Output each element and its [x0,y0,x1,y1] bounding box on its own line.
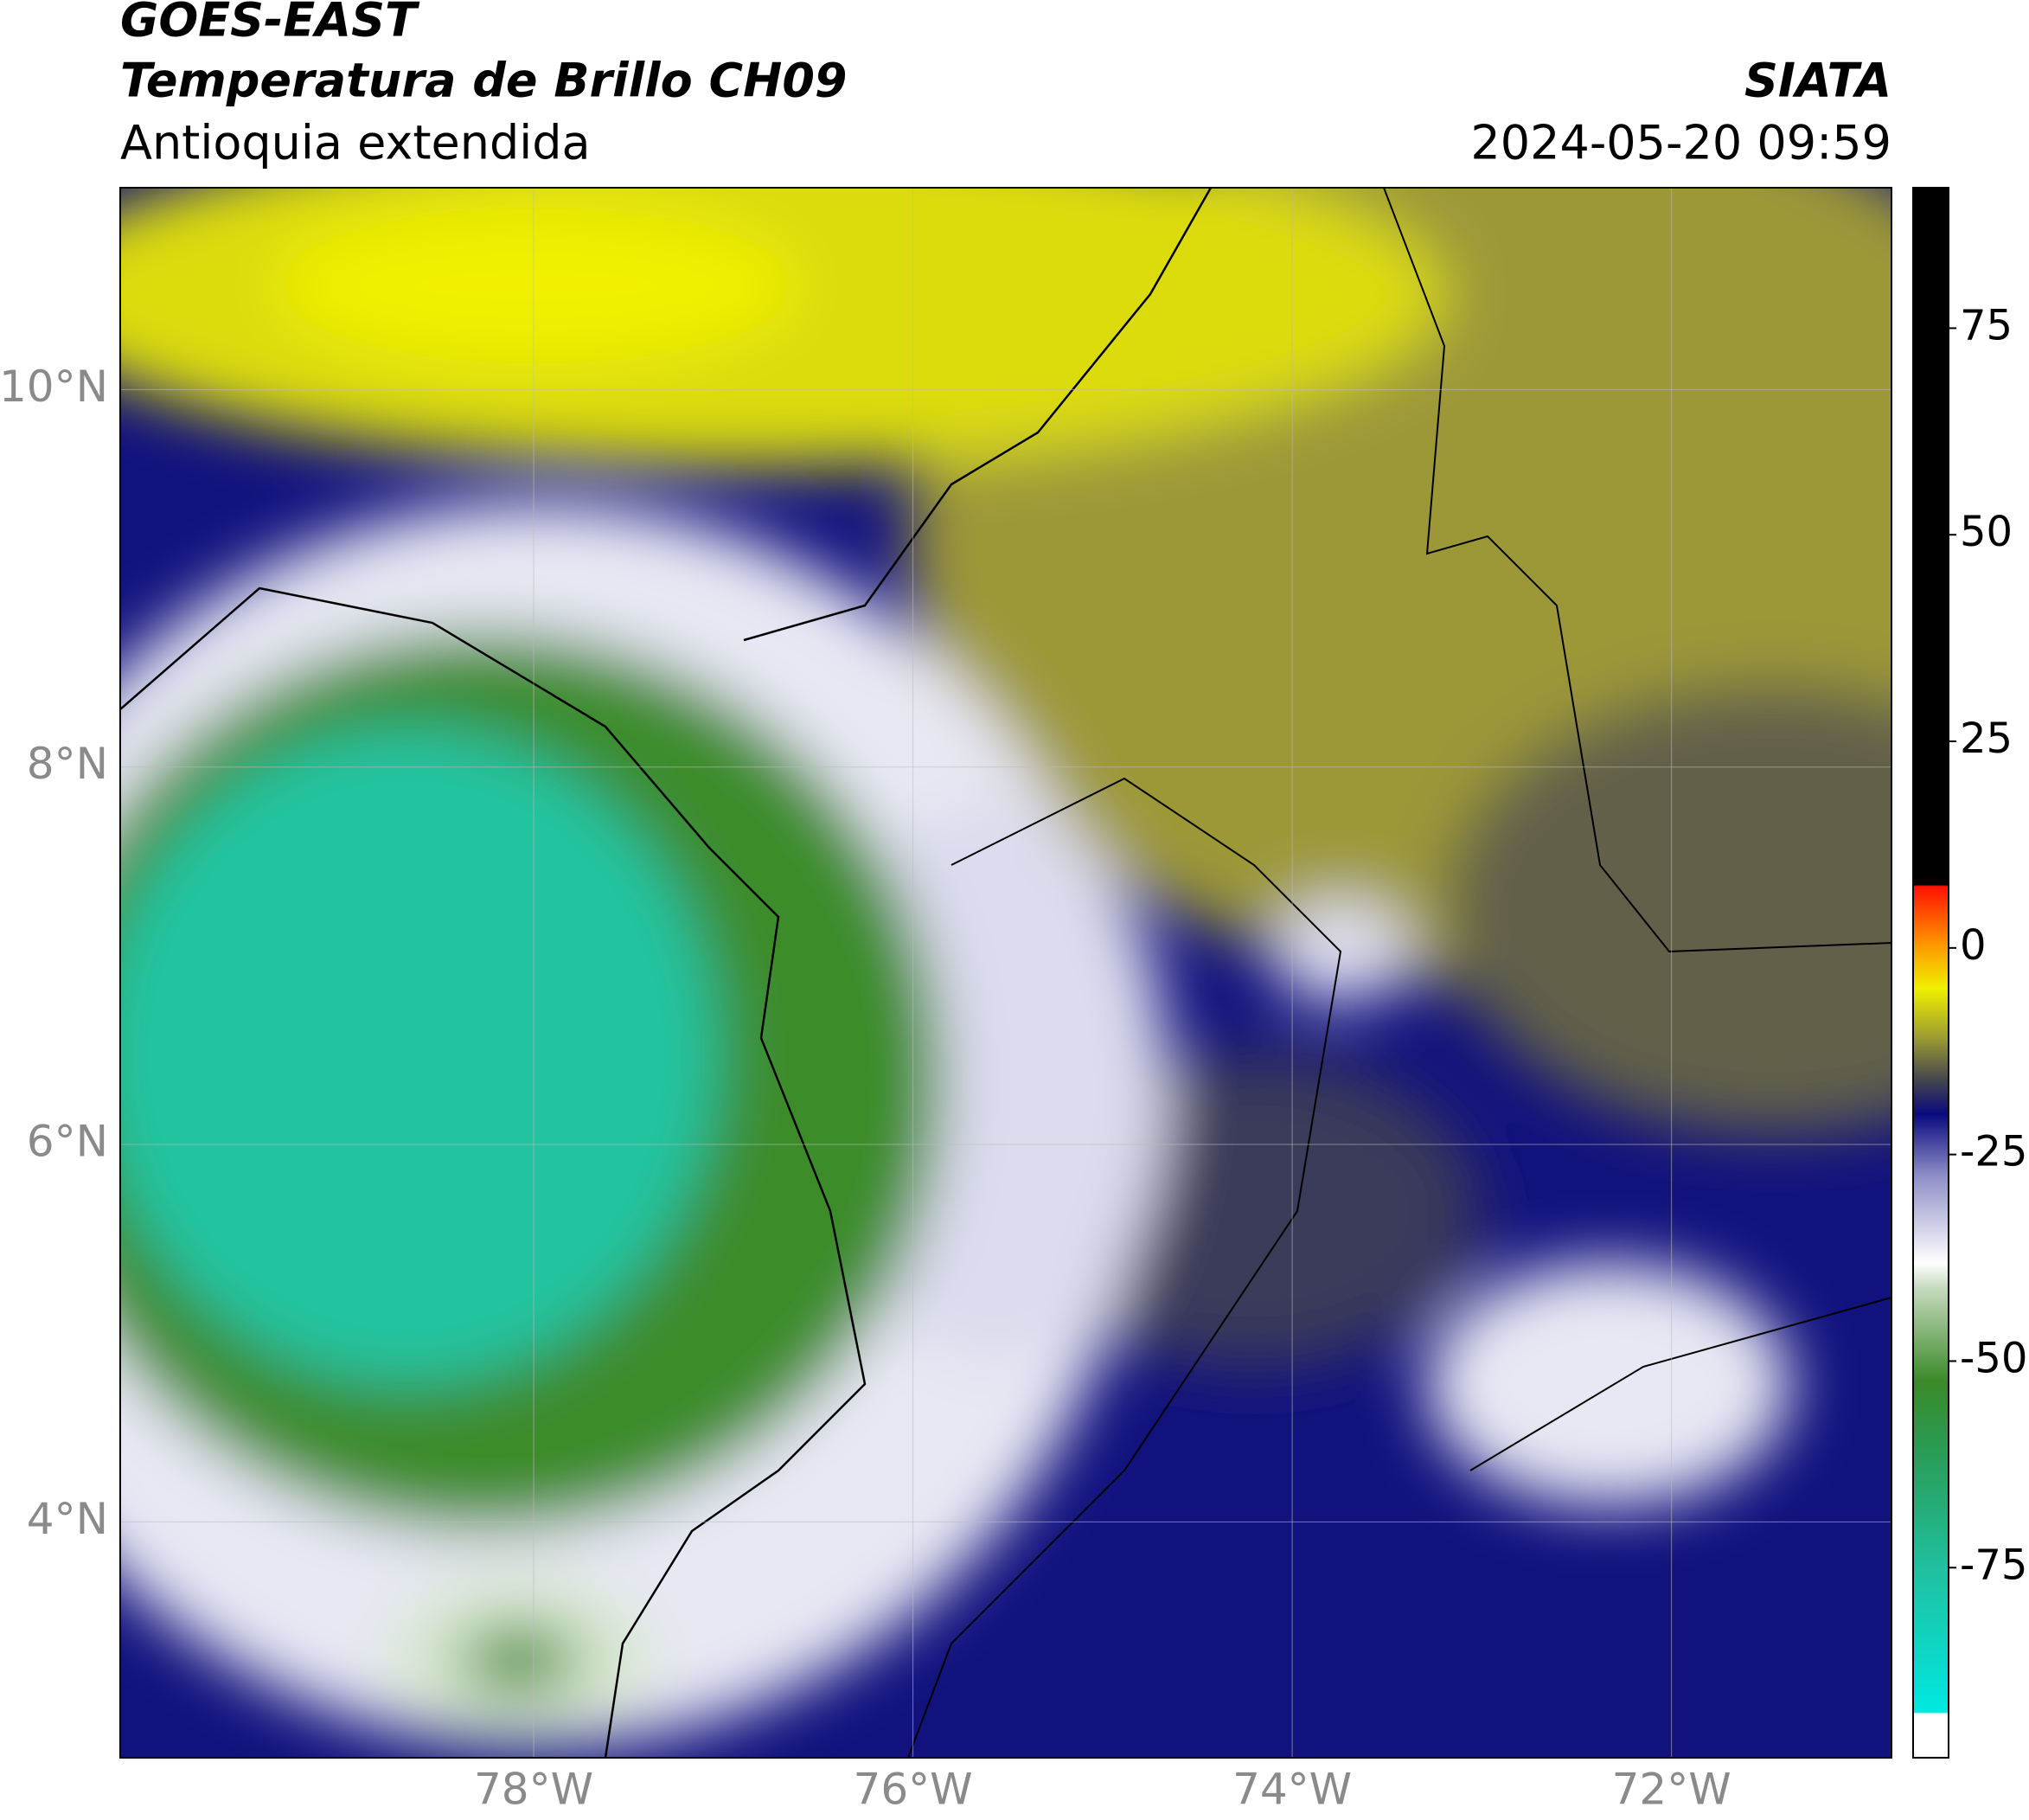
datetime: 2024-05-20 09:59 [1470,116,1891,170]
colorbar [1912,187,1949,1759]
lat-tick-label: 4°N [27,1494,108,1544]
colorbar-tick-label: -25 [1960,1128,2027,1176]
grid [120,188,1891,1758]
satellite-image [120,188,1891,1758]
colorbar-tick-label: 25 [1960,715,2013,763]
lon-tick-label: 74°W [1232,1765,1352,1815]
region: Antioquia extendida [120,116,591,170]
lat-tick-label: 10°N [0,362,108,412]
colorbar-tick-label: 0 [1960,921,1987,970]
colorbar-tick-label: 50 [1960,508,2013,556]
lon-tick-label: 78°W [474,1765,593,1815]
lat-tick-label: 8°N [27,739,108,789]
subtitle: Temperatura de Brillo CH09 [120,54,848,108]
lat-tick-label: 6°N [27,1117,108,1167]
colorbar-tick-label: 75 [1960,301,2013,349]
map-frame [119,187,1892,1759]
title: GOES-EAST [120,0,420,48]
source: SIATA [1744,54,1891,108]
lon-tick-label: 72°W [1612,1765,1731,1815]
lon-tick-label: 76°W [854,1765,973,1815]
colorbar-tick-label: -50 [1960,1334,2027,1382]
colorbar-tick-label: -75 [1960,1541,2027,1589]
